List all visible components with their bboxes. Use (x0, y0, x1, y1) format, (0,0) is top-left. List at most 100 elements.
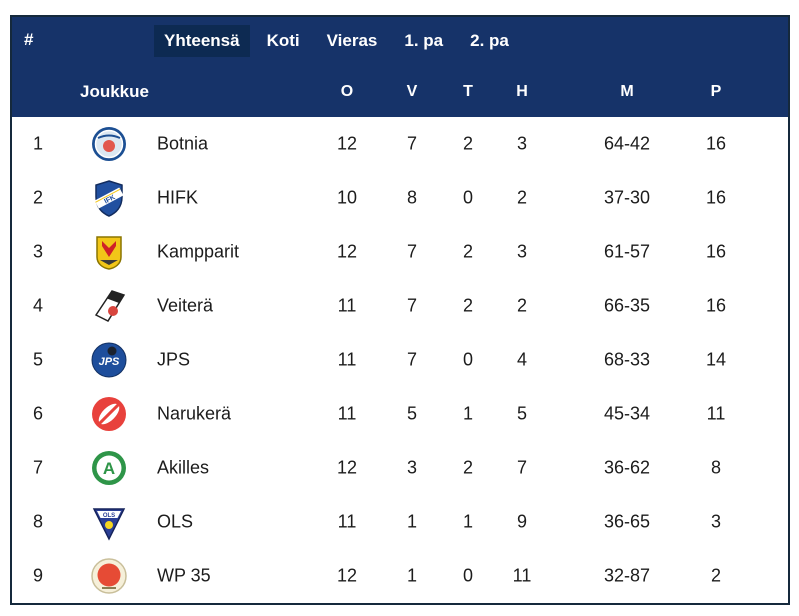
rank-cell: 3 (32, 241, 44, 262)
table-header: # Yhteensä Koti Vieras 1. pa 2. pa Joukk… (12, 17, 788, 117)
losses-cell: 11 (512, 565, 532, 586)
wins-cell: 7 (406, 241, 418, 262)
svg-text:A: A (103, 459, 115, 478)
goals-cell: 45-34 (603, 403, 651, 424)
wins-cell: 7 (406, 133, 418, 154)
jps-crest-icon: JPS (88, 339, 130, 381)
standings-table: # Yhteensä Koti Vieras 1. pa 2. pa Joukk… (10, 15, 790, 605)
wins-cell: 3 (406, 457, 418, 478)
wins-cell: 7 (406, 349, 418, 370)
wins-cell: 5 (406, 403, 418, 424)
draws-cell: 2 (462, 457, 474, 478)
losses-cell: 2 (516, 187, 528, 208)
games-played-cell: 11 (337, 295, 357, 316)
rank-cell: 6 (32, 403, 44, 424)
draws-cell: 0 (462, 187, 474, 208)
games-played-cell: 12 (336, 241, 358, 262)
wp35-crest-icon (88, 555, 130, 597)
table-row: 6 Narukerä 11 5 1 5 45-34 11 (12, 387, 788, 441)
table-row: 5 JPS JPS 11 7 0 4 68-33 14 (12, 333, 788, 387)
akilles-crest-icon: A (88, 447, 130, 489)
table-row: 1 Botnia 12 7 2 3 64-42 16 (12, 117, 788, 171)
veitera-crest-icon (88, 285, 130, 327)
table-body: 1 Botnia 12 7 2 3 64-42 16 2 IFK HIFK 10 8 0 2 37-30 16 3… (12, 117, 788, 603)
points-cell: 11 (706, 403, 726, 424)
points-cell: 16 (705, 241, 727, 262)
goals-cell: 32-87 (603, 565, 651, 586)
games-played-cell: 11 (337, 349, 357, 370)
wins-cell: 1 (406, 565, 418, 586)
games-column-header: O (340, 83, 354, 100)
table-row: 7 A Akilles 12 3 2 7 36-62 8 (12, 441, 788, 495)
goals-column-header: M (620, 83, 634, 100)
kampparit-crest-icon (88, 231, 130, 273)
rank-cell: 2 (32, 187, 44, 208)
games-played-cell: 10 (336, 187, 358, 208)
team-name-cell: JPS (157, 349, 191, 370)
goals-cell: 64-42 (603, 133, 651, 154)
goals-cell: 66-35 (603, 295, 651, 316)
games-played-cell: 11 (337, 403, 357, 424)
wins-cell: 7 (406, 295, 418, 316)
games-played-cell: 12 (336, 133, 358, 154)
points-cell: 16 (705, 187, 727, 208)
tab-vieras[interactable]: Vieras (317, 25, 388, 57)
wins-cell: 8 (406, 187, 418, 208)
tab-1pa[interactable]: 1. pa (394, 25, 453, 57)
draws-cell: 2 (462, 241, 474, 262)
losses-cell: 7 (516, 457, 528, 478)
rank-cell: 5 (32, 349, 44, 370)
wins-column-header: V (406, 83, 418, 100)
wins-cell: 1 (406, 511, 418, 532)
table-row: 3 Kampparit 12 7 2 3 61-57 16 (12, 225, 788, 279)
column-header-row: Joukkue O V T H M P (12, 67, 788, 117)
draws-cell: 2 (462, 133, 474, 154)
goals-cell: 37-30 (603, 187, 651, 208)
games-played-cell: 12 (336, 457, 358, 478)
losses-cell: 3 (516, 241, 528, 262)
botnia-crest-icon (88, 123, 130, 165)
points-cell: 16 (705, 133, 727, 154)
rank-cell: 8 (32, 511, 44, 532)
tab-2pa[interactable]: 2. pa (460, 25, 519, 57)
table-row: 8 OLS OLS 11 1 1 9 36-65 3 (12, 495, 788, 549)
svg-text:JPS: JPS (99, 356, 120, 368)
points-cell: 3 (710, 511, 722, 532)
narukera-crest-icon (88, 393, 130, 435)
draws-cell: 1 (462, 403, 474, 424)
rank-column-header: # (24, 30, 34, 49)
team-name-cell: Botnia (157, 133, 209, 154)
losses-cell: 2 (516, 295, 528, 316)
rank-cell: 1 (32, 133, 44, 154)
team-name-cell: Veiterä (157, 295, 214, 316)
draws-column-header: T (463, 83, 473, 100)
losses-cell: 9 (516, 511, 528, 532)
team-name-cell: OLS (157, 511, 194, 532)
rank-cell: 4 (32, 295, 44, 316)
goals-cell: 36-65 (603, 511, 651, 532)
tab-koti[interactable]: Koti (257, 25, 310, 57)
points-cell: 16 (705, 295, 727, 316)
filter-tabs: Yhteensä Koti Vieras 1. pa 2. pa (154, 25, 519, 57)
rank-cell: 9 (32, 565, 44, 586)
points-column-header: P (710, 83, 722, 100)
svg-text:OLS: OLS (103, 513, 115, 519)
team-name-cell: Akilles (157, 457, 210, 478)
table-row: 9 WP 35 12 1 0 11 32-87 2 (12, 549, 788, 603)
hifk-crest-icon: IFK (88, 177, 130, 219)
games-played-cell: 11 (337, 511, 357, 532)
team-name-cell: Kampparit (157, 241, 240, 262)
draws-cell: 0 (462, 565, 474, 586)
table-row: 4 Veiterä 11 7 2 2 66-35 16 (12, 279, 788, 333)
losses-column-header: H (516, 83, 528, 100)
goals-cell: 68-33 (603, 349, 651, 370)
goals-cell: 61-57 (603, 241, 651, 262)
team-name-cell: HIFK (157, 187, 199, 208)
losses-cell: 3 (516, 133, 528, 154)
draws-cell: 0 (462, 349, 474, 370)
tab-yhteensa[interactable]: Yhteensä (154, 25, 250, 57)
team-name-cell: Narukerä (157, 403, 232, 424)
points-cell: 8 (710, 457, 722, 478)
points-cell: 2 (710, 565, 722, 586)
